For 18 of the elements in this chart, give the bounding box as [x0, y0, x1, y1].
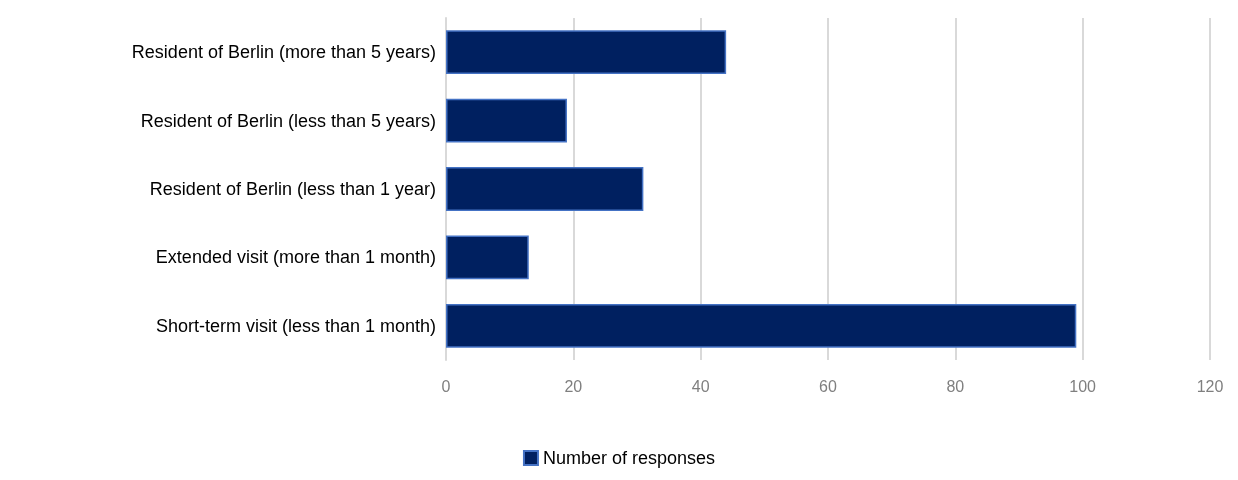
x-tick-label: 0 — [441, 377, 451, 395]
bar — [446, 303, 1077, 348]
bar — [446, 235, 529, 280]
y-tick-label: Short-term visit (less than 1 month) — [155, 315, 436, 336]
x-tick-label: 80 — [946, 377, 965, 395]
bar — [446, 98, 567, 143]
x-tick-label: 40 — [691, 377, 710, 395]
x-tick-label: 100 — [1069, 377, 1097, 395]
legend-label: Number of responses — [542, 448, 716, 468]
x-tick-label: 60 — [819, 377, 837, 395]
y-tick-label: Resident of Berlin (less than 1 year) — [149, 179, 436, 199]
y-tick-label: Resident of Berlin (less than 5 years) — [140, 110, 436, 131]
x-tick-label: 20 — [564, 377, 583, 395]
bar — [446, 30, 727, 75]
x-tick-label: 120 — [1196, 377, 1224, 395]
bar — [446, 167, 644, 211]
y-tick-label: Resident of Berlin (more than 5 years) — [131, 42, 436, 63]
y-tick-label: Extended visit (more than 1 month) — [155, 247, 436, 268]
